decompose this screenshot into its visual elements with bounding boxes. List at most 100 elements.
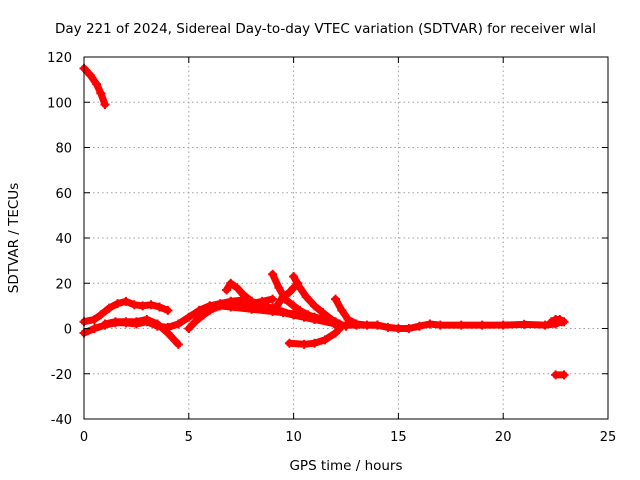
series-arc-4	[100, 314, 183, 349]
data-point	[268, 305, 278, 315]
y-axis-label: SDTVAR / TECUs	[6, 183, 22, 293]
y-tick-label: 40	[55, 232, 72, 247]
series-arc-14	[546, 314, 569, 327]
data-point	[278, 292, 288, 302]
data-point	[163, 328, 173, 338]
data-point	[393, 324, 403, 333]
axis-ticks: 0 5 10 15 20 25 -40 -20 0 20 40 60 80 100 120	[47, 51, 616, 445]
data-point	[268, 269, 278, 279]
data-point	[100, 100, 110, 110]
x-tick-label: 0	[80, 430, 88, 445]
data-point	[310, 312, 320, 322]
series-arc-9	[272, 278, 303, 311]
data-point	[238, 290, 248, 300]
data-point	[540, 320, 550, 330]
series-line	[332, 318, 566, 332]
data-point	[337, 305, 347, 315]
y-tick-label: 80	[55, 142, 72, 157]
data-point	[404, 324, 414, 333]
data-point	[163, 305, 173, 315]
data-point	[331, 320, 341, 330]
data-point	[226, 296, 236, 306]
y-tick-label: 0	[64, 323, 72, 338]
series-arc-3	[79, 296, 173, 327]
data-point	[477, 320, 487, 330]
data-point	[301, 292, 311, 302]
data-point	[131, 317, 141, 327]
data-point	[498, 320, 508, 330]
data-point	[100, 319, 110, 329]
data-point	[92, 79, 102, 89]
y-tick-label: 20	[55, 277, 72, 292]
data-point	[551, 370, 561, 380]
data-point	[425, 319, 435, 329]
y-tick-label: 120	[47, 51, 72, 66]
data-point	[173, 319, 183, 329]
data-point	[110, 317, 120, 327]
data-point	[284, 287, 294, 297]
data-point	[236, 296, 246, 306]
data-point	[303, 310, 313, 320]
x-tick-label: 25	[600, 430, 617, 445]
chart-title: Day 221 of 2024, Sidereal Day-to-day VTE…	[55, 21, 596, 37]
data-point	[146, 300, 156, 310]
data-point	[215, 299, 225, 309]
data-point	[142, 314, 152, 324]
data-point	[372, 320, 382, 330]
data-point	[152, 319, 162, 329]
y-tick-label: 100	[47, 96, 72, 111]
x-axis-label: GPS time / hours	[289, 458, 402, 474]
data-point	[89, 324, 99, 333]
data-point	[184, 324, 194, 333]
x-tick-label: 10	[285, 430, 302, 445]
data-point	[247, 296, 257, 306]
data-point	[222, 285, 232, 295]
data-point	[414, 321, 424, 331]
data-point	[559, 317, 569, 327]
data-point	[435, 320, 445, 330]
series-layer	[79, 63, 569, 380]
data-point	[121, 296, 131, 306]
data-point	[129, 300, 139, 310]
data-point	[173, 339, 183, 349]
data-point	[295, 283, 305, 293]
data-point	[310, 338, 320, 348]
data-point	[226, 278, 236, 288]
data-point	[383, 322, 393, 332]
data-point	[232, 283, 242, 293]
data-point	[559, 370, 569, 380]
data-point	[289, 301, 299, 311]
data-point	[331, 294, 341, 304]
y-tick-label: -20	[51, 368, 72, 383]
data-point	[320, 335, 330, 345]
data-point	[121, 317, 131, 327]
y-tick-label: -40	[51, 413, 72, 428]
data-point	[351, 320, 361, 330]
data-point	[89, 314, 99, 324]
data-point	[113, 299, 123, 309]
data-point	[184, 312, 194, 322]
data-point	[85, 70, 95, 80]
grid-lines	[84, 57, 608, 419]
data-point	[289, 310, 299, 320]
data-point	[194, 305, 204, 315]
series-line	[80, 64, 109, 108]
data-point	[96, 88, 106, 98]
data-point	[205, 301, 215, 311]
data-point	[519, 319, 529, 329]
data-point	[138, 301, 148, 311]
data-point	[268, 294, 278, 304]
data-point	[295, 305, 305, 315]
series-arc-13	[331, 317, 567, 333]
data-point	[289, 271, 299, 281]
data-point	[318, 308, 328, 318]
y-tick-label: 60	[55, 187, 72, 202]
data-point	[104, 303, 114, 313]
data-point	[96, 310, 106, 320]
data-point	[278, 308, 288, 318]
x-tick-label: 20	[495, 430, 512, 445]
data-point	[190, 317, 200, 327]
data-point	[456, 320, 466, 330]
data-point	[257, 301, 267, 311]
